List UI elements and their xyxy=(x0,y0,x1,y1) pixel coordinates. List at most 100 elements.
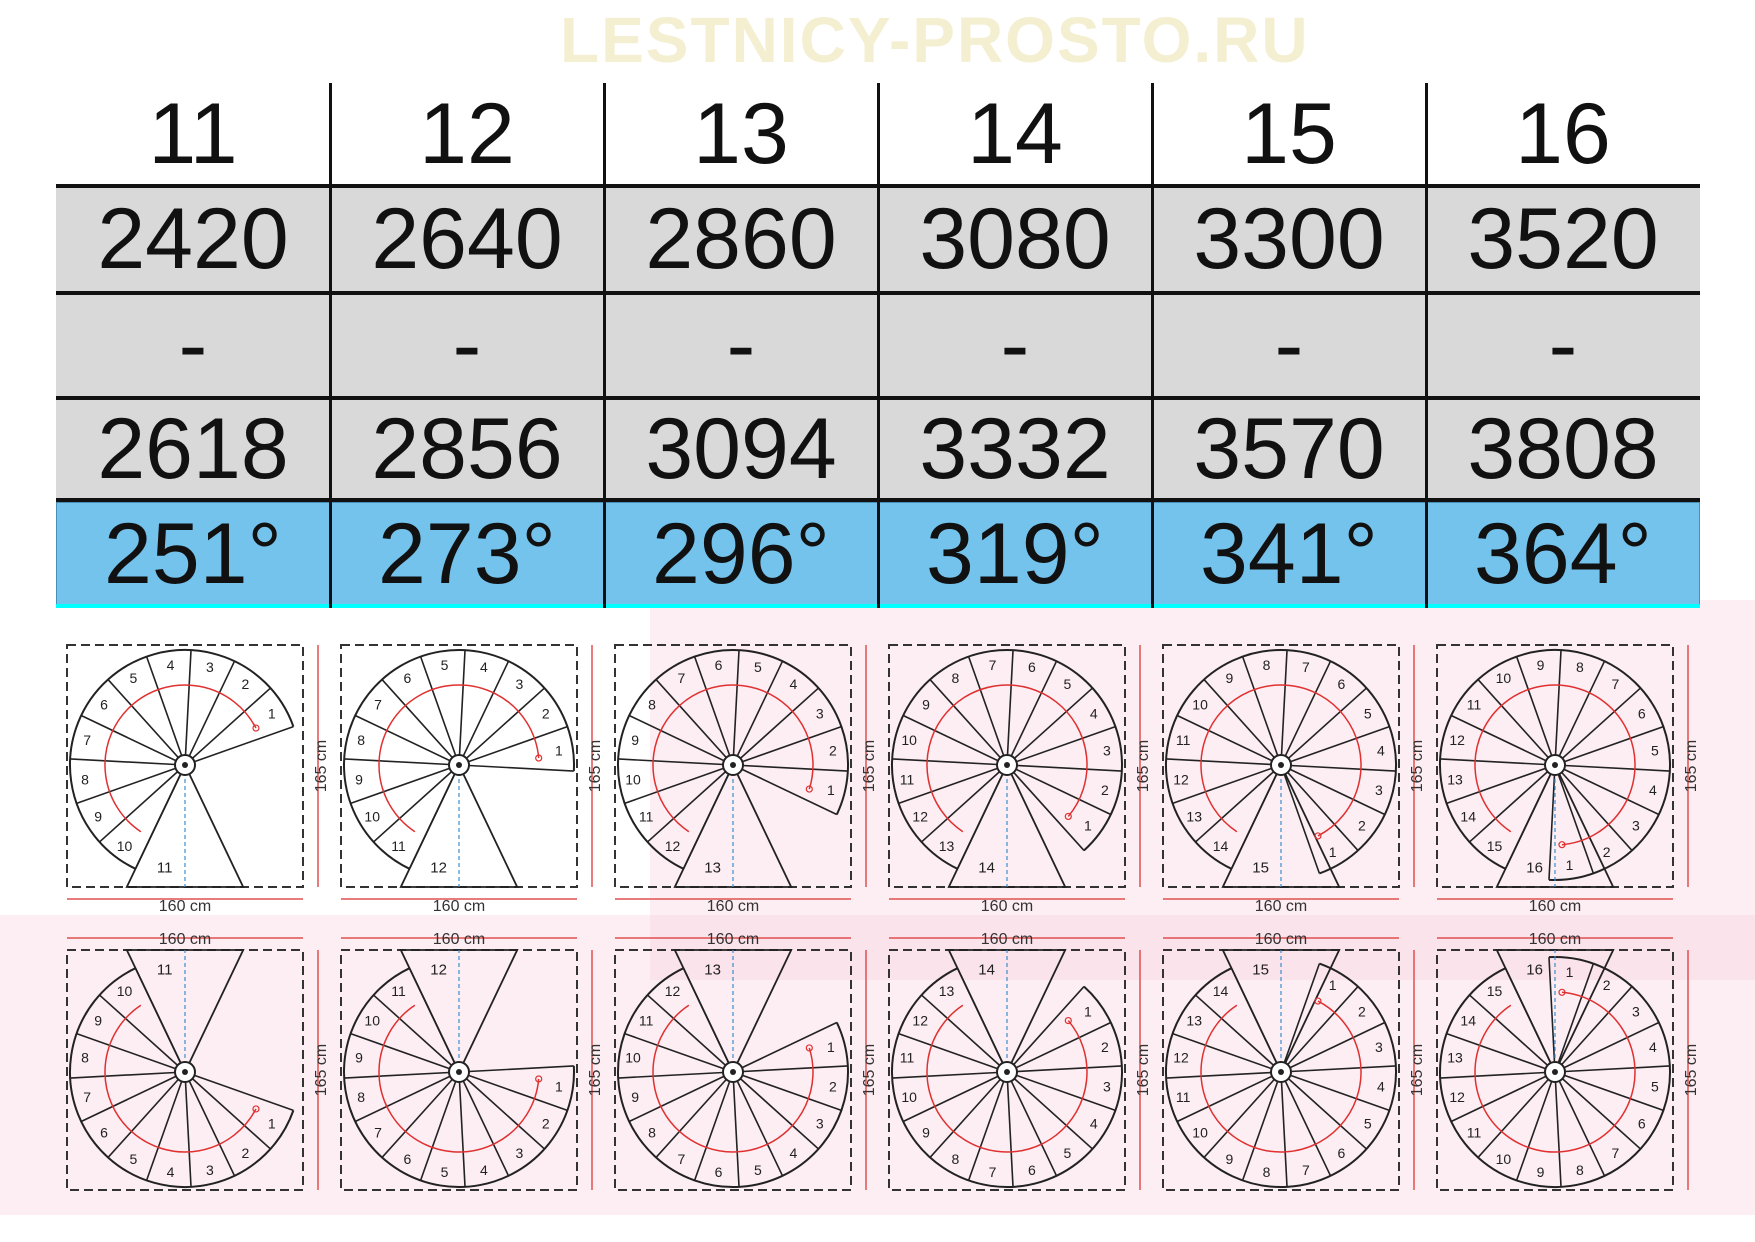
step-edge xyxy=(1195,764,1282,843)
step-edge xyxy=(80,714,186,766)
step-number: 13 xyxy=(1186,809,1202,825)
step-number: 8 xyxy=(81,771,89,787)
step-edge xyxy=(1450,1071,1556,1123)
step-edge xyxy=(1172,1032,1282,1073)
step-number: 8 xyxy=(648,1124,656,1140)
step-edge xyxy=(732,1071,784,1177)
landing-step xyxy=(125,762,245,888)
landing-step xyxy=(1221,762,1341,888)
landing-step xyxy=(399,949,519,1075)
step-edge xyxy=(1440,1071,1556,1079)
height-min-cell: 2640 xyxy=(330,186,604,293)
stair-plan-top: 160 cm 165 cm 1 2 3 4 5 6 7 8 9 10 11 xyxy=(66,644,330,915)
step-number: 2 xyxy=(1358,817,1366,833)
landing-step xyxy=(125,949,245,1075)
step-edge xyxy=(732,687,819,766)
landing-step xyxy=(1221,949,1341,1075)
width-label: 160 cm xyxy=(1529,898,1581,915)
step-edge xyxy=(1280,650,1288,766)
step-edge xyxy=(1280,986,1359,1073)
walking-line-start xyxy=(535,754,543,762)
step-edge xyxy=(1554,1065,1670,1073)
step-edge xyxy=(1554,687,1641,766)
height-min-cell: 3080 xyxy=(878,186,1152,293)
step-number: 9 xyxy=(94,809,102,825)
center-pole-dot xyxy=(730,762,736,768)
step-number: 4 xyxy=(1377,743,1385,759)
walking-line-arc xyxy=(1200,684,1362,837)
step-edge xyxy=(107,1071,186,1158)
step-edge xyxy=(145,656,186,766)
step-number: 4 xyxy=(167,657,175,673)
step-number: 11 xyxy=(900,771,915,787)
step-number: 14 xyxy=(1460,1012,1476,1028)
step-edge xyxy=(184,650,192,766)
step-number: 10 xyxy=(364,809,380,825)
step-edge xyxy=(458,1071,466,1187)
step-edge xyxy=(967,1071,1008,1181)
width-label: 160 cm xyxy=(159,898,211,915)
step-number: 9 xyxy=(922,1124,930,1140)
step-number: 1 xyxy=(268,1116,276,1132)
step-edge xyxy=(921,764,1008,843)
step-edge xyxy=(458,764,574,772)
step-number: 2 xyxy=(1603,977,1611,993)
step-number: 10 xyxy=(117,983,133,999)
step-edge xyxy=(1440,758,1556,766)
step-number: 5 xyxy=(1064,676,1072,692)
step-edge xyxy=(184,1071,236,1177)
height-label: 165 cm xyxy=(313,740,330,792)
angle-cell: 273° xyxy=(330,502,604,606)
walking-line-start xyxy=(252,1105,260,1113)
separator-cell: - xyxy=(878,293,1152,398)
step-edge xyxy=(1006,1071,1093,1150)
step-edge xyxy=(1554,764,1633,851)
step-edge xyxy=(1166,758,1282,766)
step-number: 1 xyxy=(1566,857,1574,873)
step-number: 3 xyxy=(206,1162,214,1178)
step-number: 6 xyxy=(1338,1145,1346,1161)
angle-cell: 296° xyxy=(604,502,878,606)
step-edge xyxy=(1554,660,1606,766)
step-number: 12 xyxy=(430,962,447,979)
step-number: 9 xyxy=(355,1050,363,1066)
step-edge xyxy=(1280,764,1396,772)
step-number: 12 xyxy=(430,859,447,876)
step-number: 5 xyxy=(441,1164,449,1180)
step-number: 13 xyxy=(704,859,721,876)
step-number: 9 xyxy=(1225,670,1233,686)
background-panel xyxy=(650,600,1755,980)
walking-line-arc xyxy=(652,684,814,833)
step-number: 13 xyxy=(939,838,955,854)
walking-line-start xyxy=(1558,988,1566,996)
step-number: 2 xyxy=(1358,1004,1366,1020)
step-number: 1 xyxy=(1084,1004,1092,1020)
step-number: 4 xyxy=(1649,1039,1657,1055)
width-label: 160 cm xyxy=(1255,931,1307,948)
step-edge xyxy=(624,1032,734,1073)
step-edge xyxy=(1554,764,1660,816)
step-edge xyxy=(354,1071,460,1123)
step-number: 2 xyxy=(242,676,250,692)
step-edge xyxy=(350,1032,460,1073)
step-number: 4 xyxy=(480,1162,488,1178)
step-edge xyxy=(929,679,1008,766)
step-edge xyxy=(458,1071,510,1177)
step-number: 2 xyxy=(242,1145,250,1161)
step-edge xyxy=(628,714,734,766)
step-number: 7 xyxy=(989,1164,997,1180)
step-number: 1 xyxy=(555,743,563,759)
step-edge xyxy=(892,1071,1008,1079)
step-edge xyxy=(1203,1071,1282,1158)
height-max-cell: 2856 xyxy=(330,398,604,500)
walking-line-start xyxy=(1064,1016,1072,1025)
step-number: 3 xyxy=(206,659,214,675)
step-number: 4 xyxy=(167,1164,175,1180)
step-edge xyxy=(458,650,466,766)
step-number: 9 xyxy=(1225,1151,1233,1167)
width-label: 160 cm xyxy=(981,898,1033,915)
step-number: 12 xyxy=(1173,771,1189,787)
step-number: 6 xyxy=(100,1124,108,1140)
step-number: 13 xyxy=(1186,1012,1202,1028)
